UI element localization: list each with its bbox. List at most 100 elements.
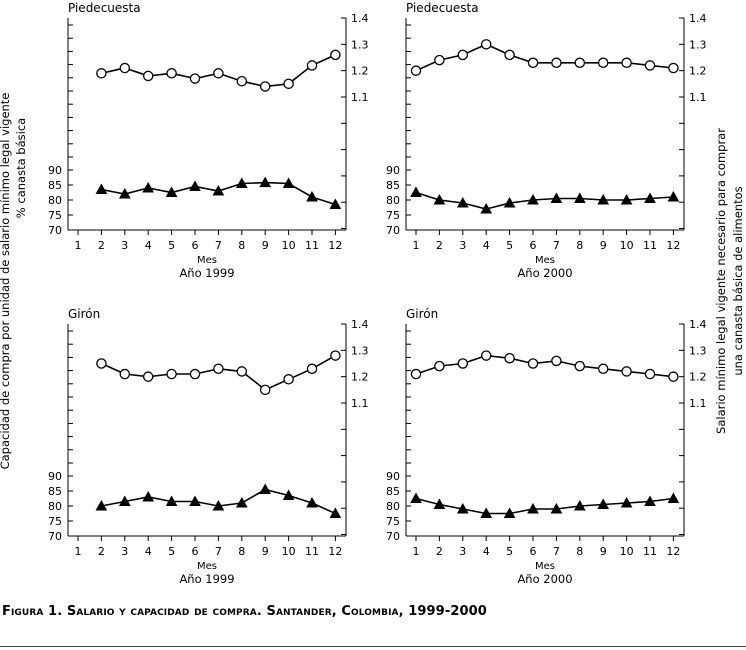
x-axis-title: Mes: [197, 561, 217, 572]
x-tick-label: 11: [643, 545, 657, 558]
capacity-point: [212, 184, 225, 196]
salary-point: [283, 374, 294, 385]
left-tick-label: 75: [48, 209, 62, 222]
capacity-series-line: [415, 191, 674, 210]
right-tick-label: 1.4: [351, 12, 369, 25]
capacity-point: [329, 198, 342, 209]
x-tick-label: 6: [530, 239, 537, 252]
salary-point: [668, 371, 679, 382]
salary-point: [96, 358, 107, 369]
x-tick-label: 12: [666, 545, 680, 558]
x-tick-label: 5: [506, 545, 513, 558]
capacity-point: [329, 507, 342, 518]
capacity-point: [165, 186, 178, 197]
x-axis-title: Mes: [535, 561, 555, 572]
salary-point: [574, 360, 586, 372]
salary-point: [189, 368, 201, 380]
left-tick-label: 85: [48, 485, 62, 498]
left-tick-label: 80: [48, 194, 62, 207]
x-tick-label: 3: [121, 545, 128, 558]
salary-point: [551, 57, 562, 69]
capacity-point: [142, 181, 155, 193]
salary-point: [189, 73, 201, 84]
right-tick-label: 1.2: [351, 371, 369, 384]
capacity-point: [410, 186, 422, 197]
salary-point: [306, 60, 318, 71]
right-tick-label: 1.3: [689, 38, 707, 51]
right-tick-label: 1.4: [351, 318, 369, 331]
salary-point: [480, 350, 492, 361]
capacity-point: [95, 499, 108, 511]
salary-point: [457, 358, 469, 369]
salary-point: [574, 57, 586, 69]
x-axis-subtitle: Año 2000: [517, 572, 572, 586]
x-tick-label: 5: [168, 545, 175, 558]
salary-point: [434, 54, 445, 66]
x-tick-label: 8: [238, 239, 245, 252]
x-tick-label: 1: [75, 545, 82, 558]
x-tick-label: 4: [483, 239, 490, 252]
panel-title: Piedecuesta: [406, 1, 479, 15]
capacity-point: [573, 499, 586, 511]
capacity-point: [573, 192, 586, 203]
capacity-series-line: [415, 497, 674, 515]
right-tick-label: 1.1: [351, 91, 369, 104]
x-tick-label: 7: [553, 239, 560, 252]
salary-point: [644, 60, 656, 71]
capacity-point: [433, 498, 446, 509]
capacity-point: [306, 496, 318, 508]
capacity-point: [118, 495, 131, 506]
capacity-point: [480, 202, 493, 214]
left-axis-label-line2: % canasta básica: [14, 118, 28, 218]
salary-point: [597, 363, 609, 375]
capacity-point: [165, 495, 178, 506]
x-tick-label: 10: [282, 239, 296, 252]
left-tick-label: 70: [386, 530, 400, 543]
salary-point: [527, 358, 539, 369]
right-tick-label: 1.2: [689, 65, 707, 78]
salary-point: [551, 355, 562, 367]
right-tick-label: 1.2: [351, 65, 369, 78]
x-tick-label: 6: [192, 545, 199, 558]
capacity-point: [503, 196, 516, 208]
bottom-rule: [0, 646, 746, 647]
left-tick-label: 90: [48, 164, 62, 177]
capacity-point: [212, 499, 225, 511]
left-tick-label: 85: [386, 485, 400, 498]
capacity-point: [282, 489, 295, 500]
right-axis-label-line2: una canasta básica de alimentos: [731, 186, 745, 375]
x-tick-label: 10: [620, 239, 634, 252]
x-tick-label: 3: [121, 239, 128, 252]
capacity-point: [456, 502, 469, 514]
x-tick-label: 5: [168, 239, 175, 252]
x-tick-label: 1: [413, 239, 420, 252]
capacity-point: [667, 492, 680, 503]
x-tick-label: 7: [553, 545, 560, 558]
right-tick-label: 1.3: [689, 344, 707, 357]
x-tick-label: 12: [328, 239, 342, 252]
salary-point: [166, 368, 177, 380]
salary-point: [480, 39, 492, 50]
capacity-point: [306, 190, 318, 202]
x-tick-label: 8: [576, 239, 583, 252]
right-tick-label: 1.2: [689, 371, 707, 384]
x-tick-label: 2: [436, 545, 443, 558]
salary-point: [621, 366, 632, 377]
x-axis-subtitle: Año 1999: [179, 572, 234, 586]
panel-title: Girón: [68, 307, 100, 321]
salary-point: [668, 62, 679, 74]
salary-point: [236, 75, 248, 87]
capacity-point: [118, 187, 131, 199]
capacity-point: [282, 177, 295, 188]
x-tick-label: 9: [600, 239, 607, 252]
capacity-point: [410, 492, 422, 503]
capacity-point: [259, 483, 272, 494]
figure-caption: Figura 1. Salario y capacidad de compra.…: [2, 604, 487, 619]
x-axis-title: Mes: [197, 255, 217, 266]
right-tick-label: 1.4: [689, 12, 707, 25]
capacity-point: [667, 190, 680, 202]
capacity-point: [597, 498, 610, 509]
salary-point: [236, 366, 248, 377]
capacity-point: [597, 193, 610, 205]
